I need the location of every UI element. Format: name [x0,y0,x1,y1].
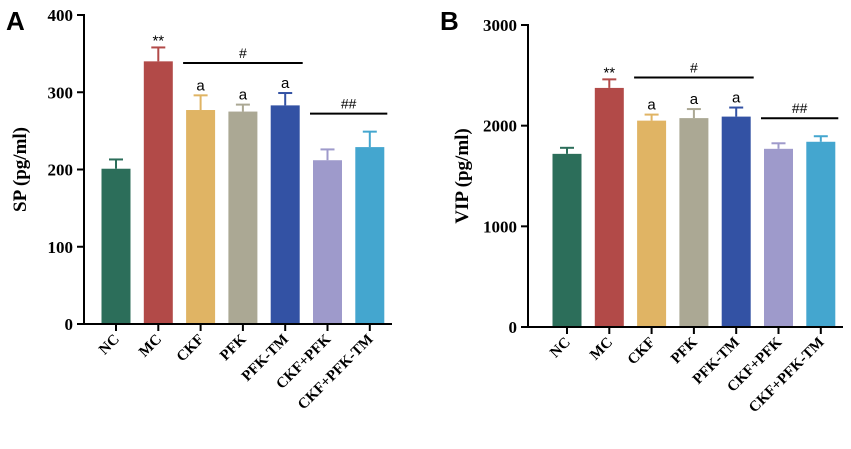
panel-b-bar-pfk [679,118,709,327]
panel-a-bar-ckf-pfk-tm [355,147,385,324]
panel-a-bar-ckf [186,110,216,324]
panel-b-y-tick-label-2: 2000 [483,117,517,136]
panel-a-y-tick-label-3: 300 [48,83,74,102]
panel-b-x-tick-label-6: CKF+PFK-TM [746,335,828,417]
panel-a-x-tick-label-6: CKF+PFK-TM [295,332,377,414]
panel-b-sig-label-3: a [690,91,699,108]
panel-b-sig-label-1: ** [603,64,615,81]
panel-a-y-tick-label-2: 200 [48,161,74,180]
panel-a-bracket-label-1: ## [341,96,357,112]
panel-a-x-tick-label-1: MC [136,332,165,361]
panel-b-y-axis-label: VIP (pg/ml) [452,128,473,224]
panel-a-bracket-label-0: # [239,45,247,61]
panel-b-bracket-label-1: ## [792,100,808,116]
panel-a-y-axis-label: SP (pg/ml) [10,127,31,212]
panel-b-bar-mc [594,87,624,328]
panel-b-y-tick-label-3: 3000 [483,16,517,35]
panel-b-bar-nc [552,153,582,327]
panel-b-letter: B [440,6,459,36]
panel-b-y-tick-label-0: 0 [509,318,518,337]
panel-a-sig-label-1: ** [152,32,164,49]
panel-a-bar-pfk-tm [270,105,300,324]
panel-b-x-tick-label-0: NC [547,335,574,362]
panel-a-bar-nc [101,168,131,324]
panel-a-y-tick-label-4: 400 [48,6,74,25]
panel-b-bar-ckf-pfk [764,148,793,327]
panel-a-letter: A [6,6,25,36]
panel-a-sig-label-2: a [196,77,205,94]
panel-a-x-tick-label-2: CKF [174,332,208,366]
panel-b-bar-pfk-tm [721,116,751,328]
panel-a-sig-label-3: a [239,87,248,104]
panel-b-sig-label-4: a [732,90,741,107]
panel-a-bar-pfk [228,111,258,324]
panel-a-x-tick-label-0: NC [96,332,123,359]
panel-a-y-tick-label-1: 100 [48,238,74,257]
panel-b-bar-ckf-pfk-tm [806,141,836,327]
panel-b-x-tick-label-1: MC [587,335,616,364]
panel-b-x-tick-label-3: PFK [668,334,701,367]
panel-b-y-tick-label-1: 1000 [483,217,517,236]
panel-a-sig-label-4: a [281,75,290,92]
panel-a-x-tick-label-3: PFK [217,331,250,364]
panel-b-bracket-label-0: # [690,60,698,76]
panel-a-y-tick-label-0: 0 [65,315,74,334]
panel-a-bar-ckf-pfk [313,160,342,324]
panel-a-bar-mc [143,61,173,324]
panel-b-bar-ckf [637,120,667,327]
panel-b-sig-label-2: a [647,97,656,114]
panel-b-x-tick-label-2: CKF [625,335,659,369]
